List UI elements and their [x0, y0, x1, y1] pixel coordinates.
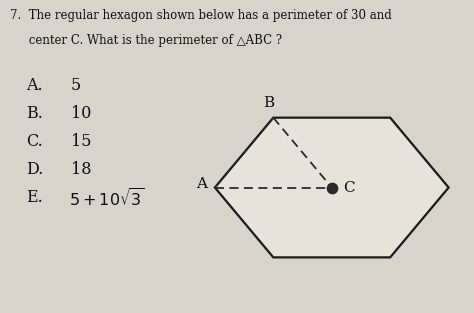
Text: B.: B. — [26, 105, 43, 122]
Text: B: B — [263, 96, 274, 110]
Text: 10: 10 — [71, 105, 91, 122]
Text: $5 + 10\sqrt{3}$: $5 + 10\sqrt{3}$ — [69, 189, 145, 211]
Text: A: A — [196, 177, 207, 192]
Text: D.: D. — [26, 161, 43, 178]
Text: A.: A. — [26, 77, 43, 95]
Text: 7.  The regular hexagon shown below has a perimeter of 30 and: 7. The regular hexagon shown below has a… — [10, 9, 392, 22]
Text: 5: 5 — [71, 77, 82, 95]
Text: C.: C. — [26, 133, 43, 150]
Polygon shape — [215, 118, 448, 257]
Text: E.: E. — [26, 189, 43, 206]
Text: 18: 18 — [71, 161, 91, 178]
Text: C: C — [343, 181, 355, 194]
Text: center C. What is the perimeter of △ABC ?: center C. What is the perimeter of △ABC … — [10, 34, 283, 47]
Point — [328, 185, 336, 190]
Text: 15: 15 — [71, 133, 91, 150]
